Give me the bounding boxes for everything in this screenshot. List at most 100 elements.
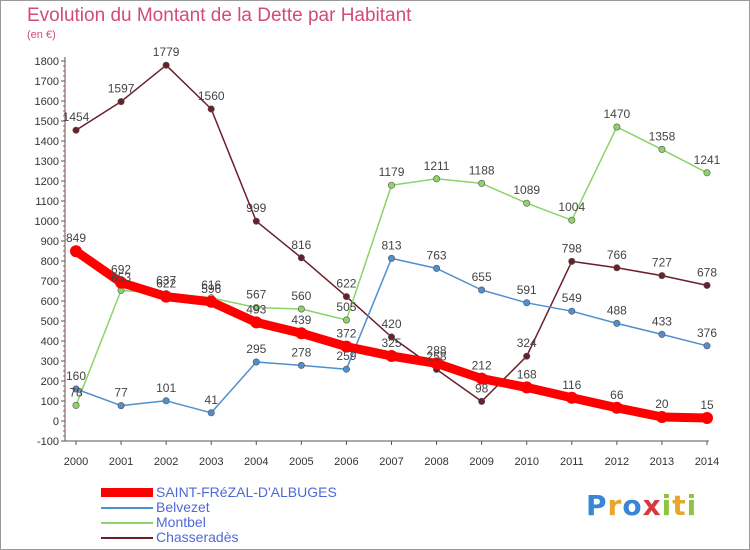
data-label: 1779 — [153, 45, 180, 59]
data-label: 849 — [66, 231, 86, 245]
data-label: 622 — [336, 277, 356, 291]
data-point — [342, 293, 350, 301]
data-label: 1089 — [513, 183, 540, 197]
data-label: 1179 — [379, 165, 405, 179]
data-label: 78 — [69, 385, 83, 399]
data-label: 1454 — [63, 110, 90, 124]
data-point — [387, 254, 395, 262]
x-tick-label: 2011 — [560, 456, 584, 468]
legend-swatch — [101, 488, 153, 497]
data-point — [207, 105, 215, 113]
data-point — [613, 319, 621, 327]
data-label: 1241 — [694, 153, 721, 167]
y-tick-label: 1100 — [35, 196, 59, 208]
data-label: 15 — [700, 398, 714, 412]
data-point — [70, 245, 82, 258]
data-point — [342, 316, 350, 324]
data-label: 295 — [246, 342, 266, 356]
data-label: 727 — [652, 256, 672, 270]
y-tick-label: 1600 — [35, 96, 59, 108]
data-label: 1597 — [108, 82, 135, 96]
data-point — [565, 391, 578, 404]
data-label: 288 — [427, 343, 447, 357]
logo-letter: i — [686, 489, 698, 522]
data-label: 77 — [114, 386, 128, 400]
data-point — [658, 272, 666, 280]
data-point — [252, 304, 260, 312]
y-tick-label: 0 — [53, 416, 59, 428]
data-label: 653 — [111, 270, 131, 284]
data-point — [295, 327, 308, 340]
data-point — [478, 179, 486, 187]
y-tick-label: 1800 — [35, 56, 59, 68]
data-label: 798 — [562, 241, 582, 255]
data-label: 596 — [201, 282, 221, 296]
y-tick-label: 300 — [41, 356, 59, 368]
chart-title: Evolution du Montant de la Dette par Hab… — [27, 5, 412, 26]
data-point — [297, 361, 305, 369]
data-label: 813 — [381, 238, 401, 252]
x-tick-label: 2005 — [289, 456, 313, 468]
data-point — [115, 276, 128, 289]
data-point — [207, 409, 215, 417]
data-label: 616 — [201, 278, 221, 292]
data-label: 591 — [517, 283, 537, 297]
data-point — [523, 199, 531, 207]
logo-letter: i — [661, 489, 673, 522]
data-point — [610, 401, 623, 414]
data-label: 325 — [381, 336, 401, 350]
data-point — [205, 295, 218, 308]
data-label: 1188 — [469, 163, 495, 177]
data-point — [520, 381, 533, 394]
data-point — [385, 350, 398, 362]
x-tick-label: 2012 — [605, 456, 629, 468]
data-point — [117, 402, 125, 410]
data-point — [160, 290, 173, 303]
data-point — [387, 333, 395, 341]
data-label: 98 — [475, 381, 489, 395]
data-label: 692 — [111, 263, 131, 277]
x-tick-label: 2002 — [154, 456, 178, 468]
legend-swatch — [101, 507, 153, 509]
proxiti-logo: Proxiti — [586, 489, 697, 522]
data-label: 258 — [427, 349, 447, 363]
data-point — [658, 145, 666, 153]
data-label: 101 — [156, 381, 176, 395]
data-point — [297, 305, 305, 313]
data-point — [568, 216, 576, 224]
data-point — [475, 372, 488, 385]
legend-label: Chasseradès — [156, 529, 239, 545]
data-label: 560 — [291, 289, 311, 303]
legend-label: Belvezet — [156, 499, 210, 515]
data-point — [568, 307, 576, 315]
data-point — [252, 217, 260, 225]
legend-label: SAINT-FRéZAL-D'ALBUGES — [156, 484, 337, 500]
y-tick-label: 400 — [41, 336, 59, 348]
data-point — [252, 358, 260, 366]
x-tick-label: 2004 — [244, 456, 268, 468]
logo-letter: r — [607, 489, 623, 522]
data-label: 439 — [291, 313, 311, 327]
data-label: 816 — [291, 238, 311, 252]
data-label: 116 — [562, 378, 581, 392]
data-label: 376 — [697, 326, 717, 340]
data-label: 278 — [291, 345, 311, 359]
y-tick-label: 200 — [41, 376, 59, 388]
data-label: 259 — [336, 349, 356, 363]
data-point — [297, 254, 305, 262]
x-tick-label: 2003 — [199, 456, 223, 468]
data-point — [430, 357, 443, 370]
data-label: 637 — [156, 274, 176, 288]
data-label: 1470 — [604, 107, 631, 121]
data-point — [433, 175, 441, 183]
data-point — [703, 281, 711, 289]
y-tick-label: 100 — [41, 396, 59, 408]
y-tick-label: 1200 — [35, 176, 59, 188]
legend-swatch — [101, 522, 153, 524]
x-tick-label: 2001 — [109, 456, 133, 468]
x-tick-label: 2010 — [514, 456, 538, 468]
x-tick-label: 2014 — [695, 456, 719, 468]
data-point — [342, 365, 350, 373]
data-label: 160 — [66, 369, 86, 383]
